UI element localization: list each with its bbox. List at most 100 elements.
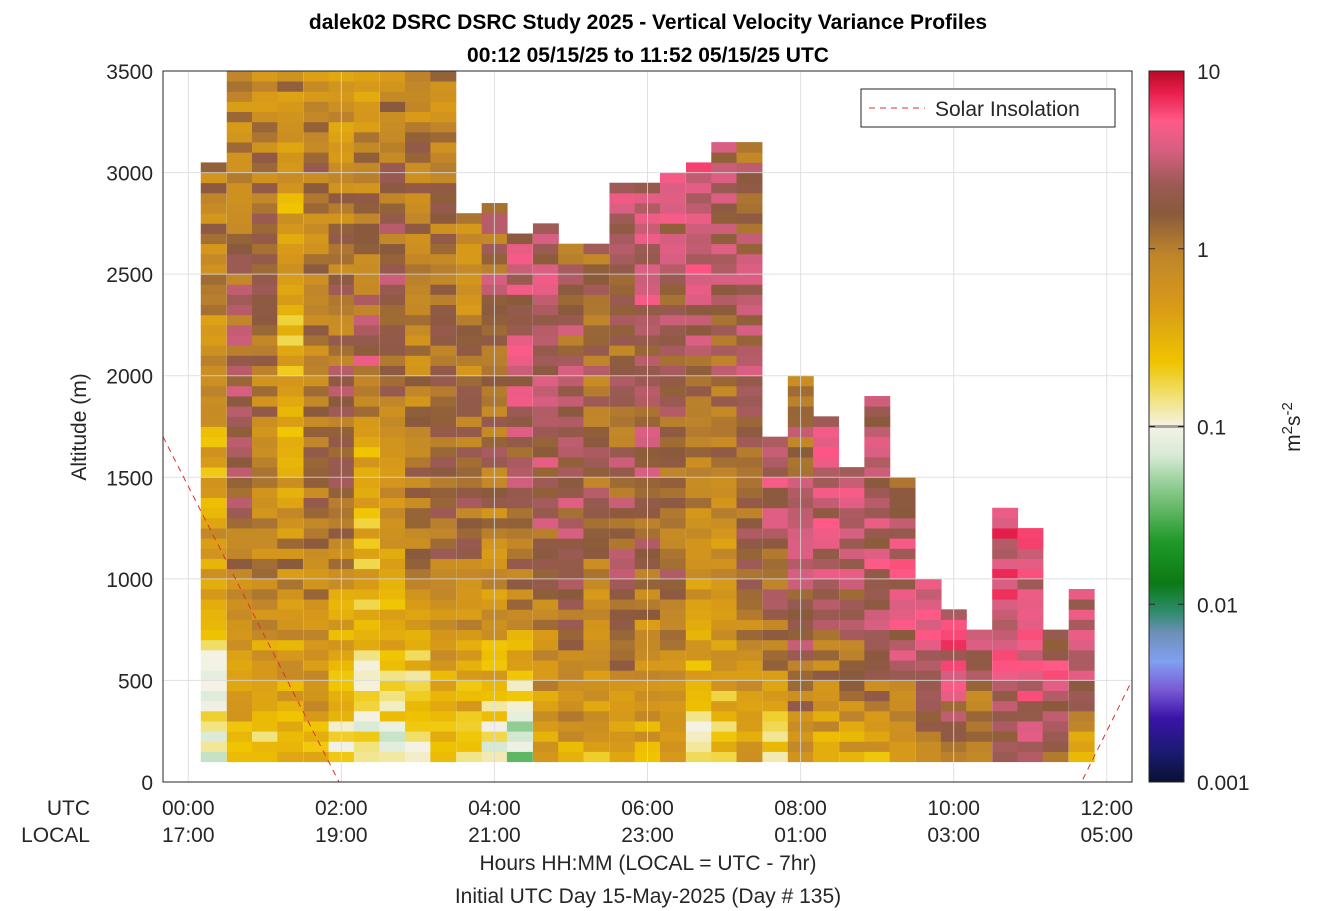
heatmap-cell bbox=[762, 609, 789, 620]
heatmap-cell bbox=[992, 680, 1019, 691]
heatmap-cell bbox=[303, 121, 330, 133]
heatmap-cell bbox=[736, 619, 763, 631]
heatmap-cell bbox=[532, 294, 559, 306]
heatmap-cell bbox=[583, 365, 610, 377]
heatmap-cell bbox=[660, 497, 686, 509]
heatmap-cell bbox=[532, 660, 559, 671]
heatmap-cell bbox=[405, 253, 432, 265]
heatmap-cell bbox=[303, 142, 330, 153]
heatmap-cell bbox=[456, 731, 483, 742]
heatmap-cell bbox=[992, 507, 1019, 519]
heatmap-cell bbox=[609, 324, 636, 336]
heatmap-cell bbox=[711, 497, 738, 509]
heatmap-cell bbox=[711, 416, 738, 427]
heatmap-cell bbox=[405, 294, 432, 306]
heatmap-cell bbox=[226, 609, 253, 620]
heatmap-cell bbox=[379, 568, 406, 580]
heatmap-cell bbox=[277, 660, 304, 671]
heatmap-cell bbox=[405, 192, 432, 204]
colorbar-tick-label: 0.1 bbox=[1197, 417, 1226, 440]
heatmap-cell bbox=[711, 162, 738, 173]
heatmap-cell bbox=[353, 578, 380, 590]
heatmap-cell bbox=[609, 304, 636, 316]
heatmap-cell bbox=[226, 660, 253, 671]
heatmap-cell bbox=[277, 710, 304, 722]
heatmap-cell bbox=[353, 375, 380, 387]
x-tick-label-local: 21:00 bbox=[468, 824, 521, 847]
heatmap-cell bbox=[277, 538, 304, 549]
heatmap-cell bbox=[506, 436, 533, 448]
heatmap-cell bbox=[252, 548, 278, 559]
heatmap-cell bbox=[353, 589, 380, 600]
heatmap-cell bbox=[430, 91, 457, 102]
heatmap-cell bbox=[532, 345, 559, 356]
heatmap-cell bbox=[379, 355, 406, 366]
colorbar: 0.001 0.01 0.1 1 10 m2s-2 bbox=[1148, 61, 1305, 795]
heatmap-cell bbox=[405, 101, 432, 113]
heatmap-cell bbox=[686, 538, 712, 549]
x-axis-label-2: Initial UTC Day 15-May-2025 (Day # 135) bbox=[455, 885, 841, 908]
heatmap-cell bbox=[736, 599, 763, 610]
heatmap-cell bbox=[686, 365, 712, 377]
heatmap-cell bbox=[992, 660, 1019, 671]
heatmap-cell bbox=[252, 365, 278, 377]
heatmap-cell bbox=[711, 710, 738, 722]
heatmap-cell bbox=[813, 609, 839, 620]
heatmap-cell bbox=[864, 710, 891, 722]
heatmap-cell bbox=[405, 71, 432, 82]
heatmap-cell bbox=[226, 335, 253, 346]
heatmap-cell bbox=[558, 426, 585, 438]
heatmap-cell bbox=[277, 294, 304, 306]
heatmap-cell bbox=[353, 507, 380, 519]
heatmap-cell bbox=[532, 619, 559, 631]
heatmap-cell bbox=[252, 192, 278, 204]
heatmap-cell bbox=[379, 324, 406, 336]
heatmap-cell bbox=[379, 589, 406, 600]
heatmap-cell bbox=[353, 467, 380, 478]
heatmap-cell bbox=[405, 710, 432, 722]
heatmap-cell bbox=[303, 365, 330, 377]
heatmap-cell bbox=[609, 700, 636, 712]
heatmap-cell bbox=[200, 446, 227, 458]
heatmap-cell bbox=[277, 324, 304, 336]
heatmap-cell bbox=[660, 690, 686, 702]
heatmap-cell bbox=[430, 406, 457, 417]
heatmap-cell bbox=[609, 528, 636, 539]
heatmap-cell bbox=[736, 274, 763, 285]
heatmap-cell bbox=[736, 223, 763, 234]
plot-frame bbox=[162, 70, 1133, 783]
heatmap-cell bbox=[762, 528, 789, 539]
heatmap-cell bbox=[839, 700, 866, 712]
heatmap-cell bbox=[252, 91, 278, 102]
heatmap-cell bbox=[303, 223, 330, 234]
heatmap-cell bbox=[532, 721, 559, 732]
heatmap-cell bbox=[839, 660, 866, 671]
heatmap-cell bbox=[660, 436, 686, 448]
heatmap-cell bbox=[839, 517, 866, 529]
heatmap-cell bbox=[379, 467, 406, 478]
heatmap-cell bbox=[609, 497, 636, 509]
heatmap-cell bbox=[1017, 629, 1044, 641]
heatmap-cell bbox=[839, 721, 866, 732]
heatmap-cell bbox=[379, 345, 406, 356]
heatmap-cell bbox=[277, 263, 304, 275]
heatmap-cell bbox=[813, 467, 839, 478]
heatmap-cell bbox=[303, 274, 330, 285]
heatmap-cell bbox=[379, 152, 406, 163]
heatmap-cell bbox=[736, 568, 763, 580]
heatmap-cell bbox=[506, 355, 533, 366]
heatmap-cell bbox=[889, 629, 916, 641]
heatmap-cell bbox=[813, 538, 839, 549]
heatmap-cell bbox=[736, 375, 763, 387]
heatmap-cell bbox=[532, 253, 559, 265]
heatmap-cell bbox=[558, 751, 585, 763]
heatmap-cell bbox=[532, 497, 559, 509]
heatmap-cell bbox=[711, 670, 738, 681]
heatmap-cell bbox=[558, 639, 585, 651]
heatmap-cell bbox=[889, 517, 916, 529]
heatmap-cell bbox=[609, 619, 636, 631]
heatmap-cell bbox=[1017, 568, 1044, 580]
heatmap-cell bbox=[711, 446, 738, 458]
heatmap-cell bbox=[379, 416, 406, 427]
heatmap-cell bbox=[736, 365, 763, 377]
